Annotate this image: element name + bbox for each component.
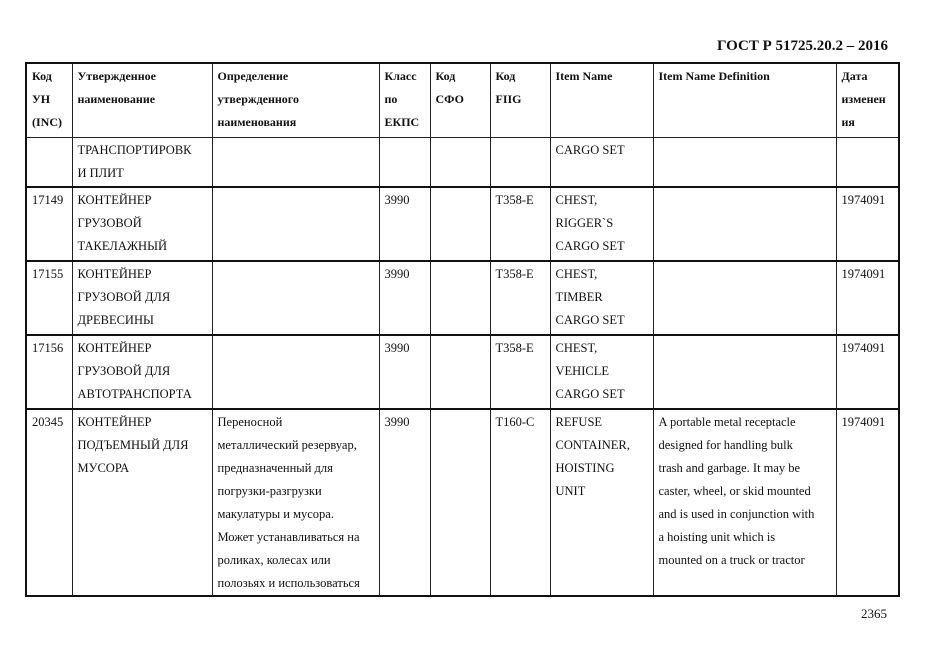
cell-definition (211, 136, 380, 188)
cell-item-definition (652, 186, 837, 262)
cell-sfo-code (429, 186, 491, 262)
standard-number: ГОСТ Р 51725.20.2 – 2016 (716, 38, 888, 54)
table-row: 20345 КОНТЕЙНЕР ПОДЪЕМНЫЙ ДЛЯ МУСОРА Перен… (25, 408, 900, 597)
cell-fiig-code: T358-E (489, 260, 551, 336)
cell-change-date: 1974091 (835, 260, 900, 336)
cell-class: 3990 (378, 260, 431, 336)
cell-inc-code: 17156 (25, 334, 73, 410)
cell-approved-name: КОНТЕЙНЕР ГРУЗОВОЙ ДЛЯ ДРЕВЕСИНЫ (71, 260, 213, 336)
cell-approved-name: КОНТЕЙНЕР ГРУЗОВОЙ ТАКЕЛАЖНЫЙ (71, 186, 213, 262)
cell-approved-name: ТРАНСПОРТИРОВК И ПЛИТ (71, 136, 213, 188)
table-row: ТРАНСПОРТИРОВК И ПЛИТ CARGO SET (25, 136, 900, 188)
cell-inc-code: 17149 (25, 186, 73, 262)
cell-item-definition (652, 334, 837, 410)
cell-item-definition: A portable metal receptacle designed for… (652, 408, 837, 597)
cell-item-definition (652, 136, 837, 188)
cell-fiig-code (489, 136, 551, 188)
cell-fiig-code: T160-C (489, 408, 551, 597)
column-header-item-definition: Item Name Definition (652, 62, 837, 138)
cell-inc-code: 20345 (25, 408, 73, 597)
cell-class: 3990 (378, 408, 431, 597)
table-row: 17149 КОНТЕЙНЕР ГРУЗОВОЙ ТАКЕЛАЖНЫЙ 3990 T3… (25, 186, 900, 262)
cell-class: 3990 (378, 186, 431, 262)
cell-sfo-code (429, 408, 491, 597)
table-row: 17156 КОНТЕЙНЕР ГРУЗОВОЙ ДЛЯ АВТОТРАНСПОР… (25, 334, 900, 410)
cell-fiig-code: T358-E (489, 334, 551, 410)
cell-item-name: REFUSE CONTAINER, HOISTING UNIT (549, 408, 654, 597)
cell-change-date: 1974091 (835, 186, 900, 262)
cell-sfo-code (429, 136, 491, 188)
cell-class (378, 136, 431, 188)
cell-approved-name: КОНТЕЙНЕР ГРУЗОВОЙ ДЛЯ АВТОТРАНСПОРТА (71, 334, 213, 410)
cell-class: 3990 (378, 334, 431, 410)
cell-approved-name: КОНТЕЙНЕР ПОДЪЕМНЫЙ ДЛЯ МУСОРА (71, 408, 213, 597)
catalog-table: Код УН (INC) Утвержденное наименование Опр… (25, 62, 900, 597)
column-header-inc-code: Код УН (INC) (25, 62, 73, 138)
cell-item-definition (652, 260, 837, 336)
cell-item-name: CHEST, TIMBER CARGO SET (549, 260, 654, 336)
cell-definition (211, 334, 380, 410)
column-header-item-name: Item Name (549, 62, 654, 138)
column-header-sfo-code: Код СФО (429, 62, 491, 138)
cell-inc-code (25, 136, 73, 188)
cell-sfo-code (429, 334, 491, 410)
cell-fiig-code: T358-E (489, 186, 551, 262)
cell-change-date: 1974091 (835, 334, 900, 410)
table-header-row: Код УН (INC) Утвержденное наименование Опр… (25, 62, 900, 138)
cell-change-date (835, 136, 900, 188)
cell-item-name: CARGO SET (549, 136, 654, 188)
cell-item-name: CHEST, VEHICLE CARGO SET (549, 334, 654, 410)
page-number: 2365 (861, 606, 887, 621)
cell-item-name: CHEST, RIGGER`S CARGO SET (549, 186, 654, 262)
column-header-class: Класс по ЕКПС (378, 62, 431, 138)
column-header-fiig-code: Код FIIG (489, 62, 551, 138)
column-header-approved-name: Утвержденное наименование (71, 62, 213, 138)
table-row: 17155 КОНТЕЙНЕР ГРУЗОВОЙ ДЛЯ ДРЕВЕСИНЫ 399… (25, 260, 900, 336)
column-header-definition: Определение утвержденного наименования (211, 62, 380, 138)
cell-inc-code: 17155 (25, 260, 73, 336)
cell-sfo-code (429, 260, 491, 336)
cell-change-date: 1974091 (835, 408, 900, 597)
column-header-change-date: Дата изменен ия (835, 62, 900, 138)
cell-definition: Переносной металлический резервуар, пред… (211, 408, 380, 597)
cell-definition (211, 186, 380, 262)
cell-definition (211, 260, 380, 336)
